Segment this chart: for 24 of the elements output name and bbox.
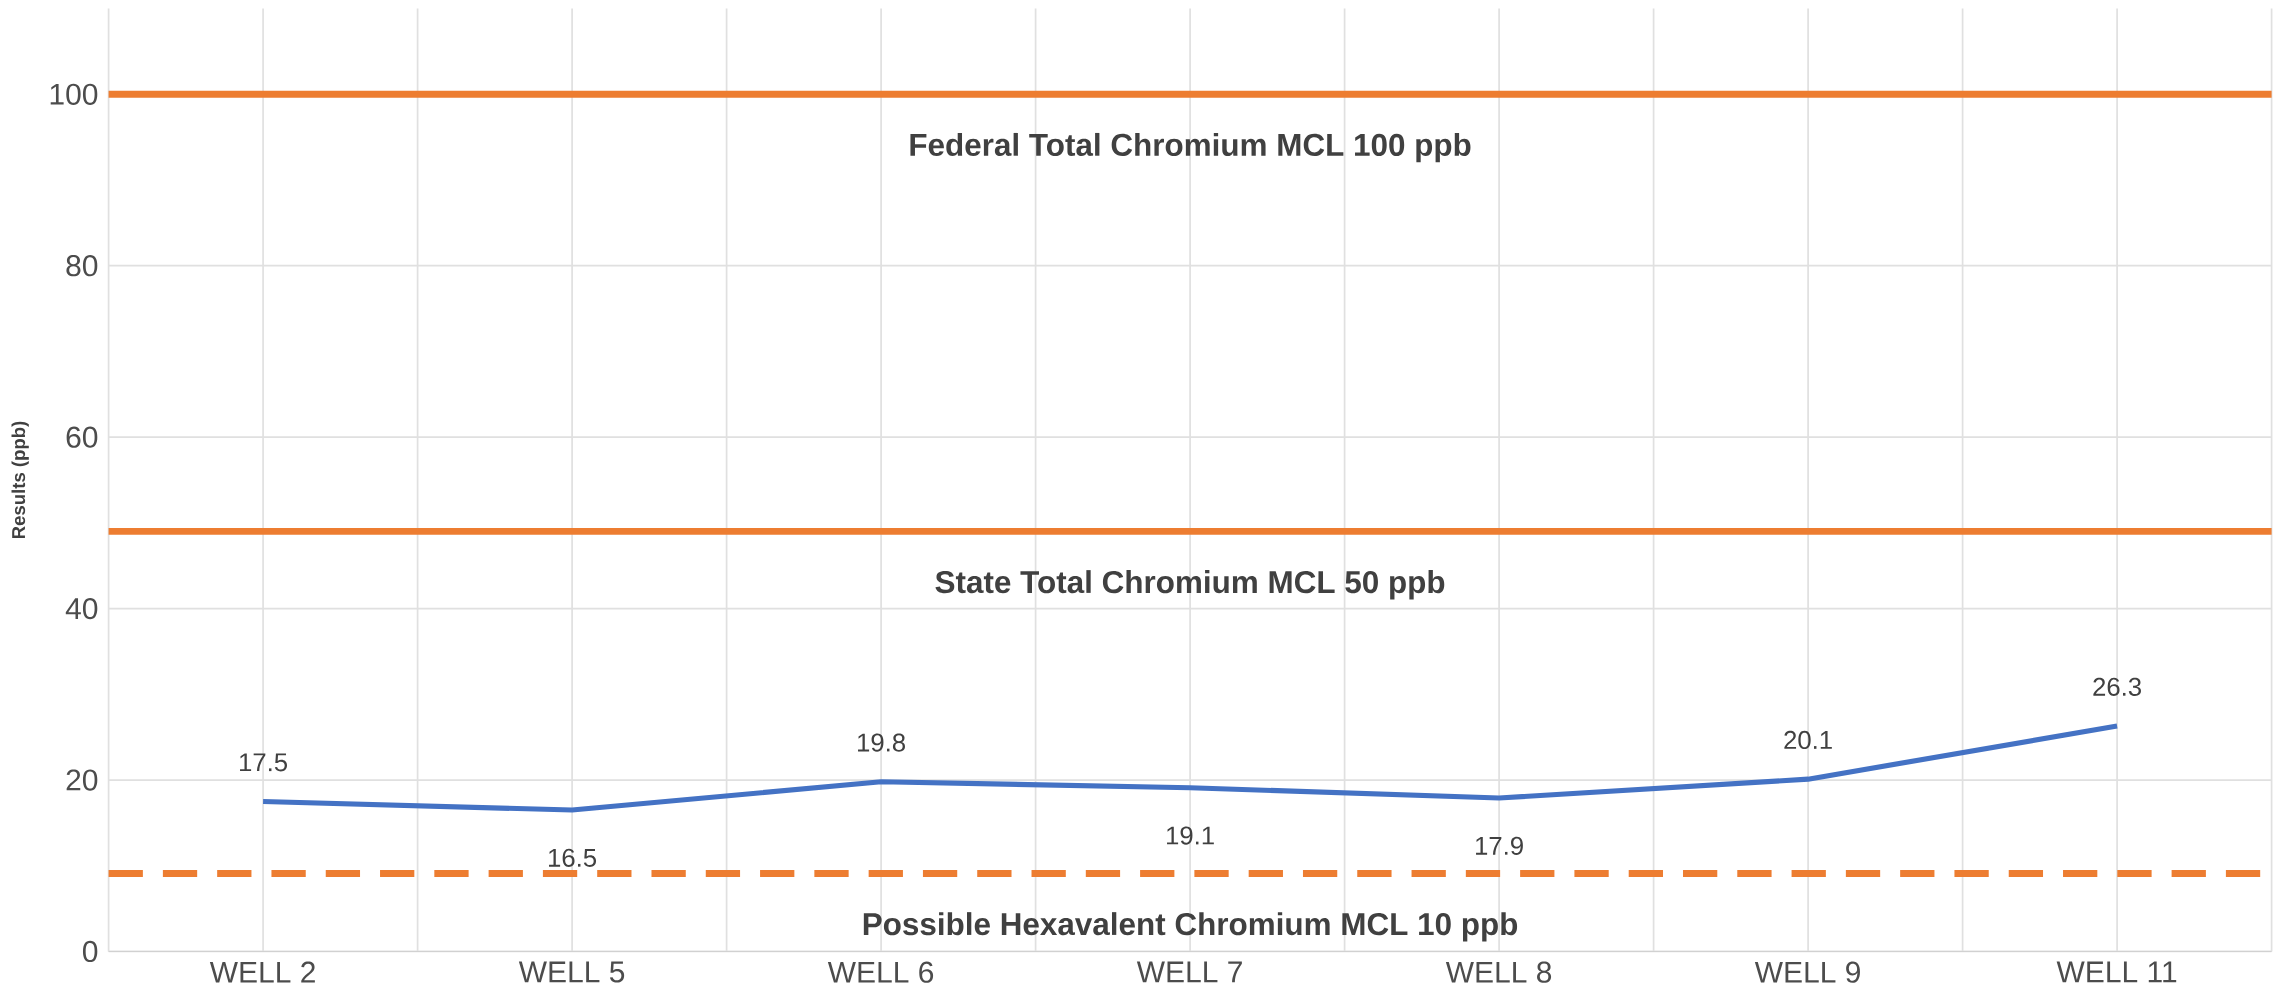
data-label: 17.5: [240, 753, 288, 772]
data-label: 26.3: [2093, 677, 2141, 697]
data-label: 19.1: [1167, 826, 1214, 845]
ref-line-label: Federal Total Chromium MCL 100 ppb: [910, 133, 1471, 163]
y-tick-label: 100: [50, 83, 98, 106]
y-tick-label: 80: [66, 255, 98, 277]
y-tick-label: 40: [65, 598, 98, 620]
x-tick-label: WELL 7: [1136, 961, 1242, 983]
x-tick-label: WELL 11: [2056, 961, 2177, 983]
ref-line-label: State Total Chromium MCL 50 ppb: [935, 570, 1445, 600]
x-tick-label: WELL 2: [209, 961, 315, 983]
data-label: 17.9: [1476, 836, 1523, 856]
ref-line-label: Possible Hexavalent Chromium MCL 10 ppb: [863, 912, 1518, 942]
x-tick-label: WELL 6: [827, 961, 934, 983]
y-tick-label: 20: [66, 769, 98, 791]
y-tick-label: 0: [82, 940, 98, 963]
data-label: 20.1: [1784, 730, 1832, 750]
x-tick-label: WELL 9: [1754, 961, 1860, 983]
y-axis-title: Results (ppb): [11, 421, 29, 539]
data-label: 16.5: [549, 848, 597, 868]
y-tick-label: 60: [66, 426, 98, 448]
x-tick-label: WELL 8: [1445, 961, 1552, 983]
x-tick-label: WELL 5: [518, 961, 625, 983]
data-label: 19.8: [858, 733, 905, 752]
